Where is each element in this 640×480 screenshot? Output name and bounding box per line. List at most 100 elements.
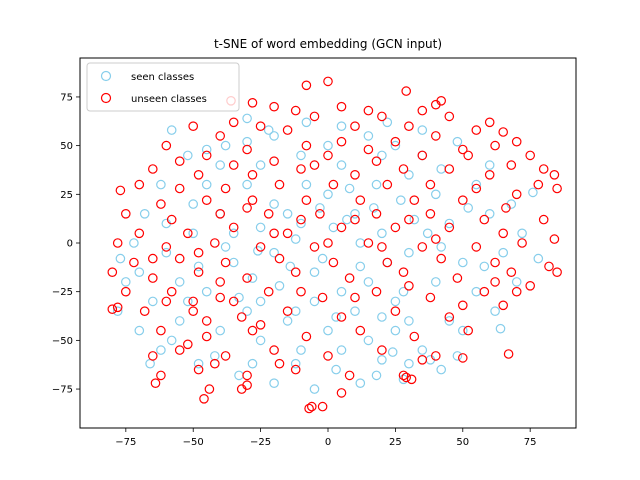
point-unseen-128 xyxy=(282,306,293,316)
point-seen-16 xyxy=(282,316,293,326)
point-unseen-186 xyxy=(193,247,204,258)
point-unseen-191 xyxy=(228,117,239,128)
point-unseen-132 xyxy=(498,300,508,311)
point-seen-134 xyxy=(404,358,414,369)
point-unseen-2 xyxy=(301,80,312,91)
point-unseen-196 xyxy=(210,358,220,369)
point-seen-45 xyxy=(269,131,279,141)
point-seen-26 xyxy=(336,160,347,170)
point-unseen-129 xyxy=(336,312,347,322)
point-unseen-25 xyxy=(201,150,212,161)
point-unseen-67 xyxy=(409,195,420,205)
point-unseen-51 xyxy=(533,179,544,190)
point-seen-58 xyxy=(274,280,285,291)
point-seen-12 xyxy=(363,277,374,287)
point-seen-111 xyxy=(368,203,379,213)
point-unseen-172 xyxy=(215,277,225,287)
x-axis: −75 −50 −25 0 25 50 75 xyxy=(115,428,537,448)
point-seen-19 xyxy=(417,345,428,355)
point-unseen-147 xyxy=(503,349,514,359)
point-unseen-182 xyxy=(242,203,252,213)
point-unseen-159 xyxy=(242,380,252,390)
y-axis: −75 −50 −25 0 25 50 75 xyxy=(52,92,80,396)
point-seen-1 xyxy=(242,179,252,190)
x-tick-label: 50 xyxy=(456,437,469,448)
point-seen-62 xyxy=(290,234,301,244)
point-unseen-20 xyxy=(404,121,414,131)
point-unseen-7 xyxy=(336,101,347,112)
point-unseen-55 xyxy=(274,179,285,190)
point-unseen-160 xyxy=(304,403,314,414)
point-seen-139 xyxy=(533,253,544,264)
point-seen-59 xyxy=(247,273,258,283)
point-seen-27 xyxy=(377,150,387,161)
point-unseen-185 xyxy=(404,214,414,225)
point-unseen-178 xyxy=(269,228,279,239)
point-unseen-9 xyxy=(417,105,428,116)
point-seen-67 xyxy=(436,242,446,252)
point-unseen-82 xyxy=(282,228,293,239)
point-unseen-61 xyxy=(552,183,562,194)
legend-box xyxy=(86,62,240,112)
point-unseen-91 xyxy=(309,242,320,252)
point-seen-75 xyxy=(247,358,258,369)
point-seen-109 xyxy=(315,203,325,213)
point-seen-4 xyxy=(323,189,333,200)
point-unseen-169 xyxy=(201,316,212,326)
point-unseen-154 xyxy=(150,378,161,388)
point-unseen-149 xyxy=(242,370,252,381)
point-unseen-88 xyxy=(161,242,172,252)
point-unseen-145 xyxy=(430,351,441,361)
point-unseen-13 xyxy=(377,111,387,122)
x-tick-label: 0 xyxy=(325,437,331,448)
point-unseen-48 xyxy=(398,164,409,174)
point-unseen-174 xyxy=(296,286,306,297)
point-unseen-130 xyxy=(390,306,401,316)
point-seen-25 xyxy=(296,150,306,161)
point-unseen-93 xyxy=(417,242,428,252)
point-seen-100 xyxy=(156,345,166,355)
point-unseen-5 xyxy=(430,99,441,110)
point-seen-105 xyxy=(355,378,366,388)
point-seen-83 xyxy=(517,228,527,239)
point-seen-14 xyxy=(201,286,212,297)
point-seen-103 xyxy=(269,378,279,388)
point-unseen-108 xyxy=(242,273,252,283)
legend-label-unseen: unseen classes xyxy=(131,94,207,105)
point-seen-68 xyxy=(301,179,312,190)
point-unseen-44 xyxy=(193,170,204,180)
point-seen-114 xyxy=(255,296,266,307)
point-unseen-189 xyxy=(511,286,522,297)
point-unseen-85 xyxy=(444,222,455,233)
point-seen-43 xyxy=(188,199,198,209)
point-unseen-47 xyxy=(350,170,360,180)
point-unseen-50 xyxy=(484,170,495,180)
point-seen-47 xyxy=(363,131,374,141)
point-unseen-59 xyxy=(471,183,482,194)
x-tick-label: 75 xyxy=(524,437,537,448)
point-unseen-166 xyxy=(107,304,118,314)
point-unseen-23 xyxy=(511,136,522,147)
point-seen-17 xyxy=(323,325,333,336)
point-unseen-58 xyxy=(425,179,436,190)
point-unseen-123 xyxy=(479,286,490,297)
point-unseen-90 xyxy=(255,242,266,252)
point-unseen-65 xyxy=(301,195,312,205)
point-unseen-22 xyxy=(498,127,508,137)
point-unseen-100 xyxy=(274,253,285,264)
point-unseen-77 xyxy=(479,214,490,225)
point-unseen-18 xyxy=(282,125,293,135)
point-unseen-121 xyxy=(371,286,382,297)
point-unseen-126 xyxy=(188,306,198,316)
point-seen-24 xyxy=(255,160,266,170)
point-unseen-45 xyxy=(247,170,258,180)
point-unseen-198 xyxy=(148,351,158,361)
point-seen-101 xyxy=(193,358,204,369)
point-unseen-104 xyxy=(490,257,500,268)
point-unseen-3 xyxy=(401,86,411,96)
point-unseen-89 xyxy=(210,238,220,248)
point-seen-92 xyxy=(220,140,231,151)
point-unseen-32 xyxy=(525,150,535,161)
point-unseen-72 xyxy=(215,209,225,219)
point-seen-39 xyxy=(174,316,185,326)
